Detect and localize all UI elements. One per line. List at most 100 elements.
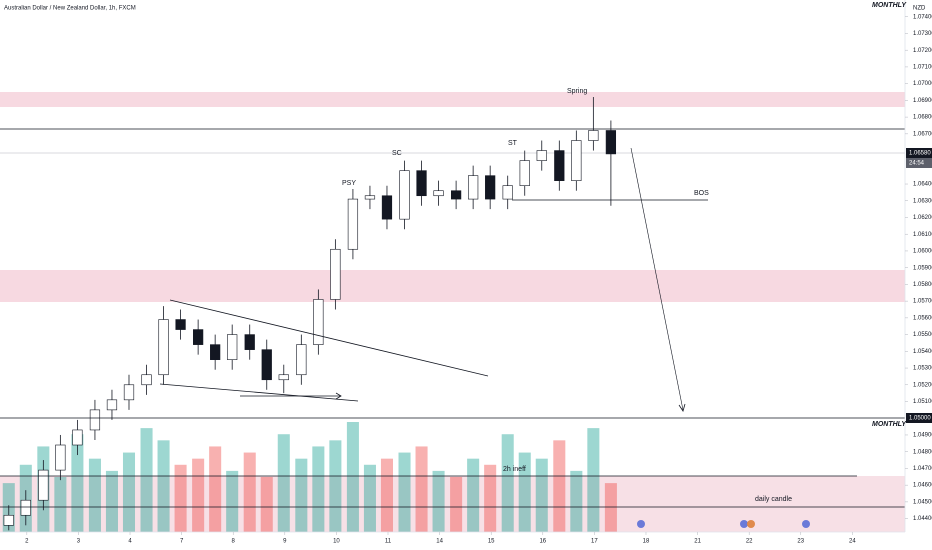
candle-body: [416, 170, 427, 197]
y-tick-label: 1.06700: [913, 131, 932, 137]
y-tick-label: 1.07200: [913, 48, 932, 54]
x-tick-label: 10: [333, 539, 340, 545]
volume-bar: [209, 446, 222, 532]
annotation: SC: [392, 150, 402, 157]
y-tick-label: 1.06100: [913, 232, 932, 238]
volume-bar: [398, 452, 411, 532]
countdown-tag: [906, 158, 932, 168]
candle-body: [399, 170, 410, 220]
y-tick-label: 1.05500: [913, 332, 932, 338]
volume-bar: [105, 470, 118, 532]
x-tick-label: 21: [694, 539, 701, 545]
volume-bar: [174, 464, 187, 532]
volume-bar: [243, 452, 256, 532]
x-tick-label: 23: [797, 539, 804, 545]
drawings: [0, 0, 906, 533]
y-tick-label: 1.06000: [913, 249, 932, 255]
event-icons: [637, 520, 810, 528]
y-tick-label: 1.05700: [913, 299, 932, 305]
volume-bar: [587, 428, 600, 532]
y-tick-label: 1.05600: [913, 315, 932, 321]
candle-body: [450, 190, 462, 200]
candle-body: [433, 190, 444, 197]
candle-body: [3, 514, 14, 526]
volume-bar: [295, 458, 308, 532]
candle-body: [89, 409, 101, 431]
candle-body: [261, 349, 272, 381]
y-tick-label: 1.04900: [913, 433, 932, 439]
y-tick-label: 1.07300: [913, 31, 932, 37]
candle-body: [158, 319, 169, 376]
trend-line: [159, 383, 359, 402]
x-tick-label: 15: [488, 539, 495, 545]
price-tag: [906, 413, 932, 423]
event-icon: [747, 520, 755, 528]
y-tick-label: 1.07100: [913, 64, 932, 70]
annotation: Spring: [567, 88, 587, 95]
annotation: daily candle: [755, 496, 792, 503]
volume-bar: [192, 458, 205, 532]
volume-bar: [140, 428, 153, 532]
y-tick-label: 1.05400: [913, 349, 932, 355]
x-tick-label: 16: [539, 539, 546, 545]
y-tick-label: 1.06800: [913, 115, 932, 121]
candle-body: [468, 175, 479, 200]
candle-body: [485, 175, 496, 200]
volume-bar: [501, 434, 514, 532]
volume-bar: [346, 422, 359, 532]
candle-body: [502, 185, 513, 200]
arrow-head: [678, 403, 686, 412]
y-tick-label: 1.06200: [913, 215, 932, 221]
volume-bar: [380, 458, 393, 532]
x-tick-label: 22: [746, 539, 753, 545]
volume-bar: [277, 434, 290, 532]
y-tick-label: 1.05900: [913, 265, 932, 271]
x-tick-label: 14: [436, 539, 443, 545]
trend-line: [169, 299, 489, 377]
candle-body: [364, 195, 376, 200]
volume-bar: [553, 440, 566, 532]
candle-body: [72, 429, 83, 446]
volume-bar: [329, 440, 342, 532]
volume-bar: [467, 458, 480, 532]
y-tick-label: 1.04500: [913, 499, 932, 505]
event-icon: [637, 520, 645, 528]
event-icon: [802, 520, 810, 528]
y-tick-label: 1.04400: [913, 516, 932, 522]
candle-body: [227, 334, 238, 360]
arrow-head: [335, 392, 342, 400]
y-tick-label: 1.04600: [913, 483, 932, 489]
volume-bar: [450, 477, 463, 532]
y-tick-label: 1.06400: [913, 182, 932, 188]
volume-bar: [604, 483, 617, 532]
candle-body: [588, 130, 599, 141]
y-tick-label: 1.05800: [913, 282, 932, 288]
x-tick-label: 8: [232, 539, 236, 545]
volume-bar: [54, 477, 67, 532]
x-tick-label: 4: [128, 539, 132, 545]
y-tick-label: 1.05200: [913, 382, 932, 388]
volume-bar: [157, 440, 170, 532]
y-tick-label: 1.05100: [913, 399, 932, 405]
price-tag: [906, 148, 932, 158]
drawings-back: [0, 92, 905, 532]
candle-body: [38, 469, 49, 501]
x-tick-label: 9: [283, 539, 287, 545]
x-tick-label: 11: [385, 539, 392, 545]
candle-body: [193, 329, 204, 345]
y-tick-label: 1.04800: [913, 449, 932, 455]
candle-body: [296, 344, 307, 376]
currency-label: NZD: [913, 6, 926, 12]
candle-body: [330, 248, 341, 300]
volume-bar: [122, 452, 136, 532]
volume-bar: [312, 446, 325, 532]
x-tick-label: 24: [849, 539, 856, 545]
zone: [0, 270, 905, 302]
price-tag-label: 1.06580: [909, 151, 931, 157]
candle-body: [20, 499, 31, 516]
candle-body: [175, 319, 186, 330]
candle-body: [278, 374, 289, 381]
candle-body: [381, 195, 393, 220]
zone: [0, 92, 905, 107]
y-tick-label: 1.06300: [913, 198, 932, 204]
